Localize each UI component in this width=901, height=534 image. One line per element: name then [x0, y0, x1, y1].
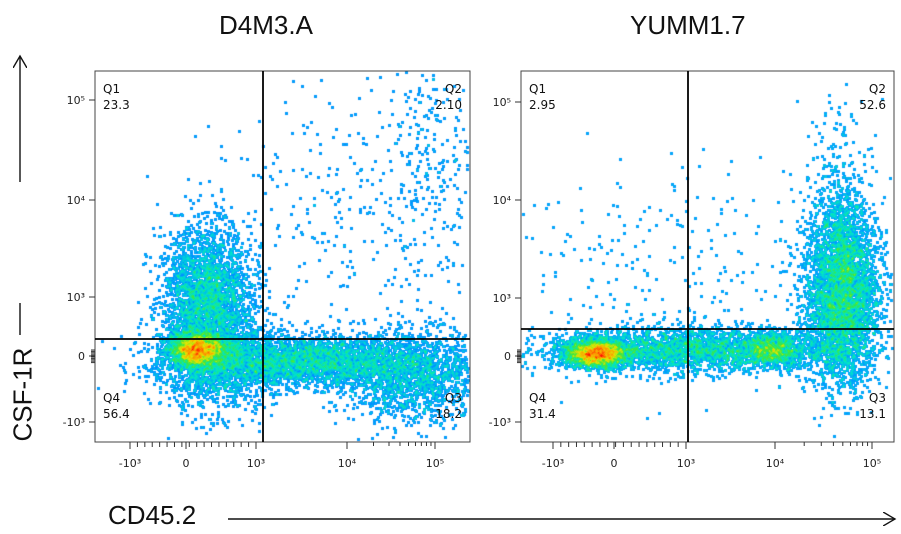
density-scatter: [521, 71, 894, 442]
x-tick-label: 10³: [677, 457, 695, 470]
quadrant-value: 13.1: [859, 407, 886, 421]
quadrant-name: Q2: [445, 82, 462, 96]
panel-1-title: D4M3.A: [219, 10, 313, 40]
y-tick-label: 0: [78, 350, 85, 363]
x-tick-label: 10⁵: [863, 457, 881, 470]
quadrant-value: 23.3: [103, 98, 130, 112]
x-axis-label: CD45.2: [108, 500, 197, 530]
panel-2-title: YUMM1.7: [630, 10, 746, 40]
y-tick-label: -10³: [489, 416, 511, 429]
y-tick-label: -10³: [63, 416, 85, 429]
y-tick-label: 10⁵: [493, 96, 511, 109]
x-tick-label: 10³: [247, 457, 265, 470]
y-tick-label: 10⁴: [67, 194, 86, 207]
x-tick-label: 0: [183, 457, 190, 470]
x-tick-label: 10⁵: [426, 457, 444, 470]
quadrant-value: 2.10: [435, 98, 462, 112]
plot-frame: [520, 70, 895, 443]
plot-panel-1: -10³ 0 10³ 10⁴ 10⁵ 10⁵ 10⁴ 10³ 0 -10³ Q1 23.3 Q2 2.10…: [63, 70, 471, 470]
y-tick-label: 10³: [493, 292, 511, 305]
x-tick-label: 10⁴: [338, 457, 357, 470]
x-tick-label: -10³: [542, 457, 564, 470]
y-tick-label: 10³: [67, 291, 85, 304]
quadrant-value: 18.2: [435, 407, 462, 421]
quadrant-value: 2.95: [529, 98, 556, 112]
quadrant-name: Q1: [529, 82, 546, 96]
plot-panel-2: -10³ 0 10³ 10⁴ 10⁵ 10⁵ 10⁴ 10³ 0 -10³ Q1 2.95 Q2 52.6…: [489, 70, 895, 470]
quadrant-name: Q3: [869, 391, 886, 405]
quadrant-name: Q1: [103, 82, 120, 96]
plot-frame: [94, 70, 471, 443]
quadrant-name: Q4: [103, 391, 120, 405]
quadrant-name: Q3: [445, 391, 462, 405]
y-axis-label: CSF-1R: [7, 347, 38, 442]
quadrant-value: 31.4: [529, 407, 556, 421]
quadrant-value: 56.4: [103, 407, 130, 421]
quadrant-value: 52.6: [859, 98, 886, 112]
quadrant-name: Q4: [529, 391, 546, 405]
x-tick-label: 10⁴: [766, 457, 785, 470]
x-tick-label: 0: [611, 457, 618, 470]
density-scatter: [95, 71, 470, 442]
x-tick-label: -10³: [119, 457, 141, 470]
y-tick-label: 0: [504, 350, 511, 363]
quadrant-name: Q2: [869, 82, 886, 96]
y-tick-label: 10⁵: [67, 94, 85, 107]
y-tick-label: 10⁴: [493, 194, 512, 207]
